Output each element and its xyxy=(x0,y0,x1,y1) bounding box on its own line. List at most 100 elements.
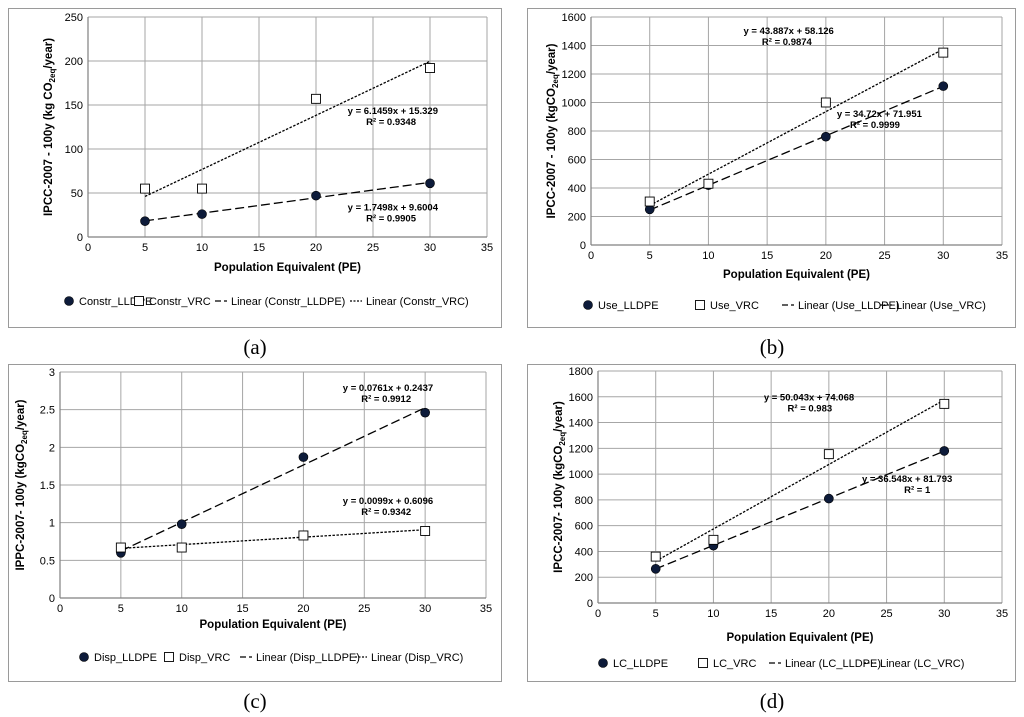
legend-label: Use_LLDPE xyxy=(598,300,659,312)
x-tick-label: 30 xyxy=(419,603,431,615)
x-tick-label: 5 xyxy=(142,242,148,254)
x-tick-label: 0 xyxy=(85,242,91,254)
y-axis-label: IPCC-2007- 100y (kgCO2eq/year) xyxy=(553,401,567,573)
chart-a-svg: 0 5 10 15 20 25 30 35 0 50 100 150 200 250 y = 1.7498x… xyxy=(43,12,493,308)
trend-r2: R² = 0.9999 xyxy=(850,120,900,131)
x-tick-label: 0 xyxy=(588,250,594,262)
legend-label: Constr_VRC xyxy=(149,296,211,308)
y-tick-label: 1000 xyxy=(569,469,593,481)
y-tick-label: 0.5 xyxy=(40,555,55,567)
caption-c: (c) xyxy=(243,689,267,713)
x-tick-label: 25 xyxy=(880,608,892,620)
trendline xyxy=(649,85,944,211)
legend-label: Linear (Disp_VRC) xyxy=(371,652,463,664)
x-axis-label: Population Equivalent (PE) xyxy=(200,619,347,631)
caption-a: (a) xyxy=(243,335,267,359)
legend-marker xyxy=(598,658,608,668)
y-tick-label: 0 xyxy=(580,240,586,252)
trendline xyxy=(120,407,426,552)
trend-equation: y = 34.72x + 71.951 xyxy=(837,109,923,120)
x-tick-label: 20 xyxy=(820,250,832,262)
trend-r2: R² = 1 xyxy=(904,485,931,496)
x-tick-label: 30 xyxy=(938,608,950,620)
x-tick-label: 15 xyxy=(761,250,773,262)
data-point xyxy=(115,542,126,553)
x-axis-label: Population Equivalent (PE) xyxy=(727,632,874,644)
y-tick-label: 1600 xyxy=(562,12,586,24)
x-tick-label: 15 xyxy=(765,608,777,620)
legend-marker xyxy=(164,652,174,662)
data-point xyxy=(938,47,949,58)
trendline xyxy=(120,529,426,549)
x-tick-label: 10 xyxy=(176,603,188,615)
trend-r2: R² = 0.9905 xyxy=(366,214,417,225)
y-tick-label: 1400 xyxy=(562,41,586,53)
y-tick-label: 150 xyxy=(65,100,83,112)
trend-equation: y = 6.1459x + 15.329 xyxy=(348,106,438,117)
trend-r2: R² = 0.9348 xyxy=(366,117,416,128)
x-tick-label: 0 xyxy=(595,608,601,620)
legend-marker xyxy=(698,658,708,668)
data-point xyxy=(420,407,430,418)
chart-b-svg: 0 5 10 15 20 25 30 35 0 200 400 600 800 1000 1200 1400 1… xyxy=(546,12,1008,312)
x-tick-label: 10 xyxy=(702,250,714,262)
trend-equation: y = 0.0761x + 0.2437 xyxy=(343,383,433,394)
trend-r2: R² = 0.983 xyxy=(788,404,833,415)
legend-marker xyxy=(64,296,74,306)
chart-panel-d: 0 5 10 15 20 25 30 35 0 200 400 600 800 1000 1200 1400 1… xyxy=(527,364,1016,682)
y-axis-label: IPCC-2007 - 100y (kgCO2eq/year) xyxy=(546,43,560,218)
data-point xyxy=(938,81,949,91)
x-tick-label: 5 xyxy=(647,250,653,262)
x-tick-label: 35 xyxy=(996,250,1008,262)
x-tick-label: 30 xyxy=(424,242,436,254)
data-point xyxy=(176,542,187,553)
y-tick-label: 1.5 xyxy=(40,480,55,492)
data-point xyxy=(821,131,831,142)
trendline xyxy=(144,181,431,222)
y-tick-label: 50 xyxy=(71,188,83,200)
y-tick-label: 200 xyxy=(568,212,586,224)
data-point xyxy=(311,190,321,201)
data-point xyxy=(176,519,187,529)
data-point xyxy=(650,551,661,562)
legend-marker xyxy=(583,300,593,310)
data-point xyxy=(197,183,207,194)
y-tick-label: 1000 xyxy=(562,98,586,110)
y-tick-label: 600 xyxy=(575,521,593,533)
caption-d: (d) xyxy=(759,689,785,713)
legend-label: LC_VRC xyxy=(713,658,756,670)
trend-equation: y = 0.0099x + 0.6096 xyxy=(343,496,433,507)
y-tick-label: 2 xyxy=(49,442,55,454)
x-tick-label: 20 xyxy=(310,242,322,254)
y-tick-label: 0 xyxy=(77,232,83,244)
y-tick-label: 3 xyxy=(49,367,55,379)
legend-label: Linear (Disp_LLDPE) xyxy=(256,652,360,664)
y-tick-label: 2.5 xyxy=(40,405,55,417)
data-point xyxy=(311,93,321,104)
data-point xyxy=(140,183,150,194)
chart-c-svg: 0 5 10 15 20 25 30 35 0 0.5 1 1.5 2 2.5 3 y = 0.0761x +… xyxy=(15,367,492,664)
y-axis-label: IPPC-2007- 100y (kgCO2eq/year) xyxy=(15,399,29,570)
legend-label: Constr_LLDPE xyxy=(79,296,152,308)
data-point xyxy=(298,452,309,462)
x-tick-label: 10 xyxy=(707,608,719,620)
data-point xyxy=(425,63,435,73)
x-tick-label: 35 xyxy=(481,242,493,254)
chart-panel-a: 0 5 10 15 20 25 30 35 0 50 100 150 200 250 y = 1.7498x… xyxy=(8,8,502,328)
y-tick-label: 800 xyxy=(575,495,593,507)
data-point xyxy=(708,534,719,545)
legend-marker xyxy=(134,296,144,306)
y-tick-label: 250 xyxy=(65,12,83,24)
x-tick-label: 5 xyxy=(118,603,124,615)
data-point xyxy=(703,178,714,189)
y-tick-label: 400 xyxy=(568,183,586,195)
legend-label: Linear (LC_VRC) xyxy=(880,658,964,670)
legend-label: Linear (Use_VRC) xyxy=(896,300,986,312)
legend-label: Use_VRC xyxy=(710,300,759,312)
x-tick-label: 15 xyxy=(236,603,248,615)
trendline xyxy=(655,399,945,562)
x-tick-label: 20 xyxy=(297,603,309,615)
trend-r2: R² = 0.9874 xyxy=(762,37,813,48)
legend-marker xyxy=(79,652,89,662)
y-tick-label: 0 xyxy=(587,598,593,610)
